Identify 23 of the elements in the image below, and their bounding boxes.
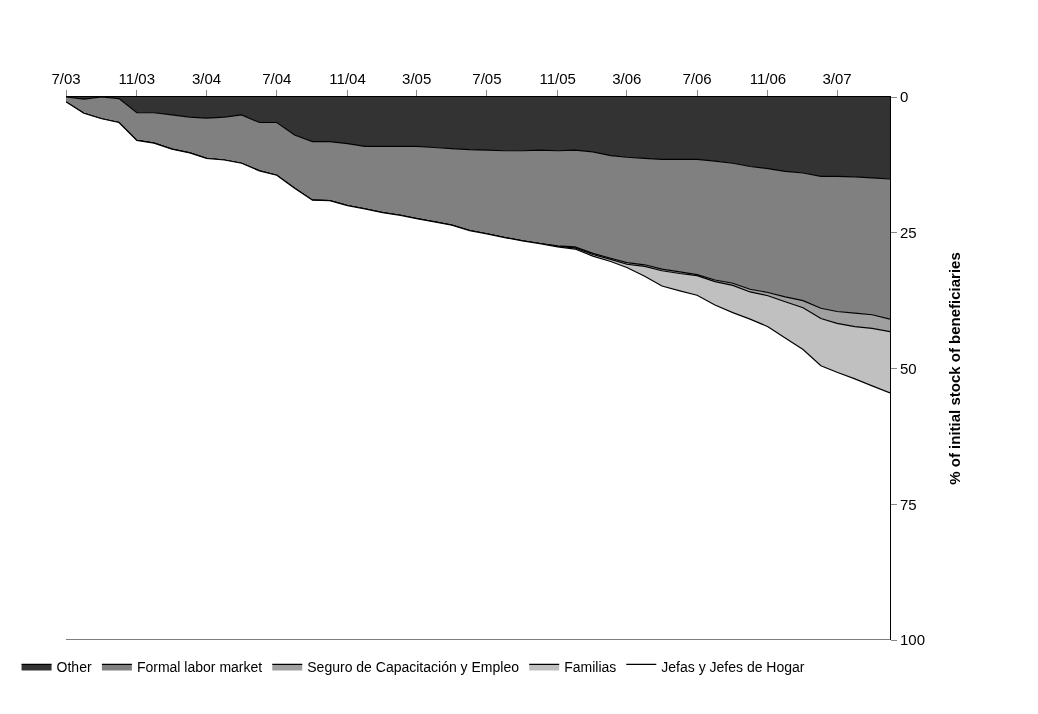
legend-label: Other (56, 658, 92, 675)
x-tick-label: 7/04 (262, 70, 292, 87)
legend-label: Jefas y Jefes de Hogar (661, 658, 805, 675)
x-tick-label: 11/06 (749, 70, 787, 87)
y-axis-title: % of initial stock of beneficiaries (946, 252, 964, 485)
x-tick-label: 11/05 (539, 70, 576, 87)
y-tick-label: 50 (900, 359, 917, 377)
y-tick-label: 100 (900, 631, 926, 649)
y-tick-label: 0 (900, 88, 909, 106)
x-tick-label: 3/07 (822, 70, 852, 87)
x-tick-label: 3/05 (402, 70, 432, 87)
x-tick-label: 7/03 (51, 70, 81, 87)
y-tick-label: 75 (900, 495, 917, 513)
x-tick-label: 7/05 (472, 70, 502, 87)
legend-label: Familias (564, 658, 617, 675)
x-tick-label: 11/03 (118, 70, 156, 87)
x-tick-label: 7/06 (682, 70, 712, 87)
legend-label: Formal labor market (136, 658, 263, 675)
x-tick-label: 3/04 (191, 70, 222, 87)
x-tick-label: 3/06 (612, 70, 642, 87)
y-tick-label: 25 (900, 224, 917, 241)
legend-label: Seguro de Capacitación y Empleo (307, 658, 520, 675)
x-tick-label: 11/04 (329, 70, 366, 87)
